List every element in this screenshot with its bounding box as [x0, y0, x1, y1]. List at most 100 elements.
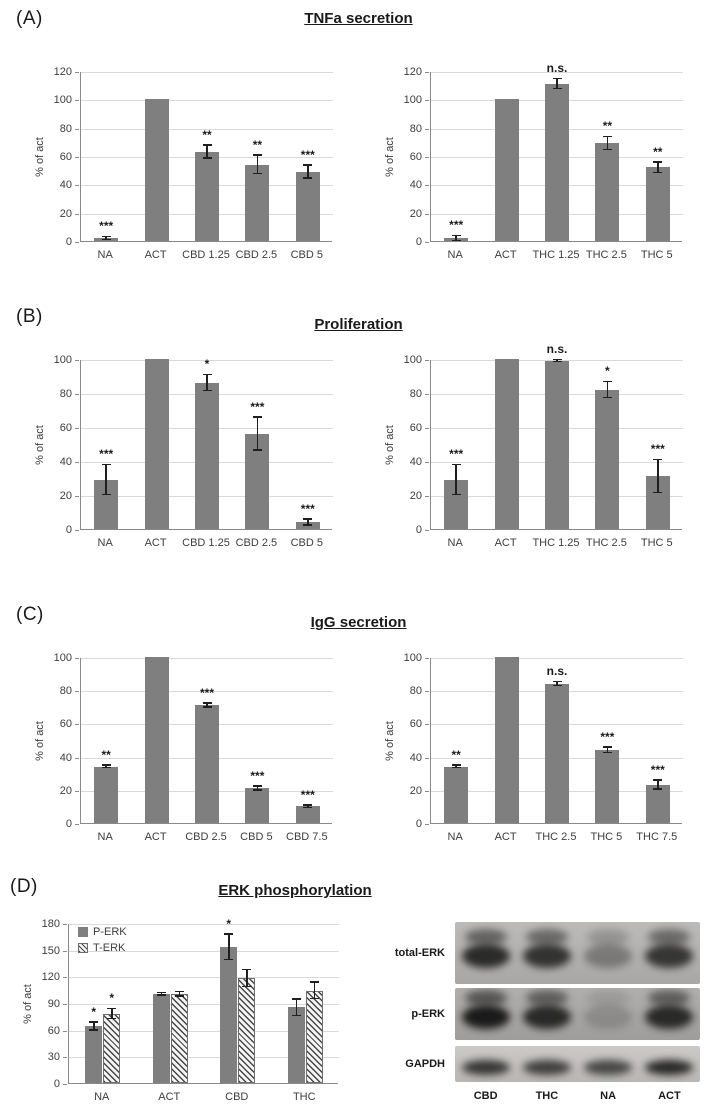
- panel-title-igg: IgG secretion: [310, 614, 407, 631]
- x-tick-label: ACT: [494, 537, 517, 549]
- significance-label: **: [653, 144, 663, 159]
- bar: [195, 382, 219, 529]
- y-tick-mark: [425, 462, 429, 463]
- blot-row-label: p-ERK: [411, 1008, 445, 1020]
- significance-label: ***: [300, 147, 315, 162]
- y-tick-mark: [75, 100, 79, 102]
- y-tick-label: 100: [403, 94, 422, 107]
- blot-band: [464, 929, 507, 945]
- error-bar-cap: [653, 171, 663, 173]
- plot-area: *** n.s. ** **: [430, 61, 683, 242]
- error-bar-cap: [224, 958, 234, 961]
- legend-label: P-ERK: [93, 926, 127, 938]
- gridline: [81, 128, 333, 130]
- y-tick-label: 60: [59, 151, 72, 163]
- significance-label: **: [602, 119, 613, 134]
- bar: [94, 766, 119, 823]
- x-tick-label: CBD 1.25: [182, 537, 230, 549]
- y-tick-label: 120: [41, 971, 60, 984]
- blot-row-label: GAPDH: [405, 1058, 445, 1070]
- bar: [152, 994, 170, 1083]
- bar: [295, 806, 320, 823]
- y-tick-label: 0: [65, 524, 72, 536]
- chart-tnfa-thc: *** n.s. ** **% of act 0 20 40 60 80 100 120 NA ACT T…: [380, 48, 692, 272]
- error-bar-cap: [653, 491, 663, 494]
- bar: [170, 994, 188, 1083]
- significance-label: ***: [99, 447, 114, 462]
- bar: [545, 83, 569, 241]
- error-bar: [256, 154, 259, 175]
- error-bar: [93, 1021, 95, 1031]
- significance-label: ***: [300, 501, 315, 516]
- significance-label: n.s.: [546, 342, 568, 356]
- blot-row-label: total-ERK: [394, 947, 445, 959]
- y-tick-label: 100: [53, 94, 72, 107]
- error-bar-cap: [202, 706, 212, 708]
- y-tick-label: 40: [59, 456, 72, 468]
- x-tick-label: NA: [97, 831, 113, 843]
- significance-label: *: [226, 916, 232, 931]
- y-tick-label: 80: [59, 388, 72, 400]
- error-bar-cap: [653, 779, 663, 781]
- y-tick-label: 80: [59, 685, 72, 698]
- significance-label: *: [204, 357, 210, 372]
- plot-area: **********: [80, 72, 333, 242]
- y-tick-mark: [75, 496, 79, 497]
- y-tick-mark: [425, 691, 429, 693]
- chart-proliferation-cbd: *** * *** ***% of act 0 20 40 60 80 100 NA ACT CBD 1…: [30, 336, 342, 560]
- y-tick-mark: [75, 790, 79, 792]
- y-tick-mark: [75, 724, 79, 726]
- error-bar: [246, 969, 248, 987]
- blot-band: [522, 944, 571, 968]
- y-tick-label: 30: [47, 1051, 60, 1064]
- significance-label: *: [109, 991, 115, 1006]
- error-bar-cap: [303, 524, 313, 526]
- blot-band: [648, 929, 691, 945]
- error-bar-cap: [252, 172, 262, 175]
- error-bar-cap: [202, 389, 212, 392]
- error-bar-cap: [156, 991, 166, 994]
- error-bar: [556, 359, 558, 363]
- error-bar-cap: [451, 239, 461, 241]
- bar: [295, 171, 320, 241]
- y-tick-mark: [425, 128, 429, 130]
- y-tick-mark: [425, 72, 429, 73]
- plot-area: ** n.s. *** ***: [430, 657, 683, 824]
- bar: [144, 359, 169, 529]
- bar: [144, 657, 169, 823]
- panel-label-b: (B): [16, 306, 43, 327]
- x-tick-label: CBD 2.5: [235, 537, 278, 549]
- bar: [144, 99, 169, 241]
- gridline: [81, 360, 333, 361]
- x-tick-label: NA: [447, 249, 463, 261]
- gridline: [81, 100, 333, 102]
- gridline: [431, 72, 683, 73]
- y-tick-label: 180: [41, 918, 60, 930]
- error-bar-cap: [552, 358, 562, 360]
- significance-label: **: [101, 747, 111, 762]
- gridline: [69, 1030, 339, 1032]
- x-tick-label: THC 1.25: [532, 537, 580, 549]
- error-bar: [295, 998, 297, 1017]
- error-bar-cap: [303, 518, 313, 520]
- y-tick-mark: [425, 428, 429, 429]
- error-bar-cap: [451, 764, 461, 766]
- blot-band: [587, 929, 630, 945]
- blot-band: [522, 1059, 571, 1075]
- y-tick-label: 120: [403, 66, 422, 78]
- blot-band: [461, 1059, 510, 1075]
- bar: [195, 705, 219, 823]
- x-tick-label: NA: [97, 537, 113, 549]
- y-tick-mark: [63, 924, 67, 925]
- gridline: [431, 658, 683, 659]
- bar: [245, 164, 270, 241]
- x-tick-label: CBD 7.5: [286, 831, 328, 843]
- error-bar-cap: [242, 985, 252, 987]
- error-bar-cap: [252, 789, 262, 791]
- y-tick-mark: [425, 530, 429, 531]
- y-tick-mark: [75, 691, 79, 693]
- bar: [645, 167, 670, 241]
- error-bar-cap: [309, 997, 319, 1000]
- error-bar: [160, 992, 162, 996]
- error-bar-cap: [653, 161, 663, 163]
